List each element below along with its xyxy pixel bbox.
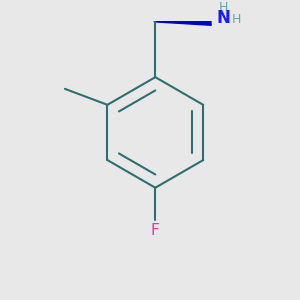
Text: H: H	[231, 13, 241, 26]
Text: F: F	[151, 223, 160, 238]
Text: N: N	[216, 9, 230, 27]
Polygon shape	[155, 10, 211, 25]
Text: H: H	[219, 1, 228, 13]
